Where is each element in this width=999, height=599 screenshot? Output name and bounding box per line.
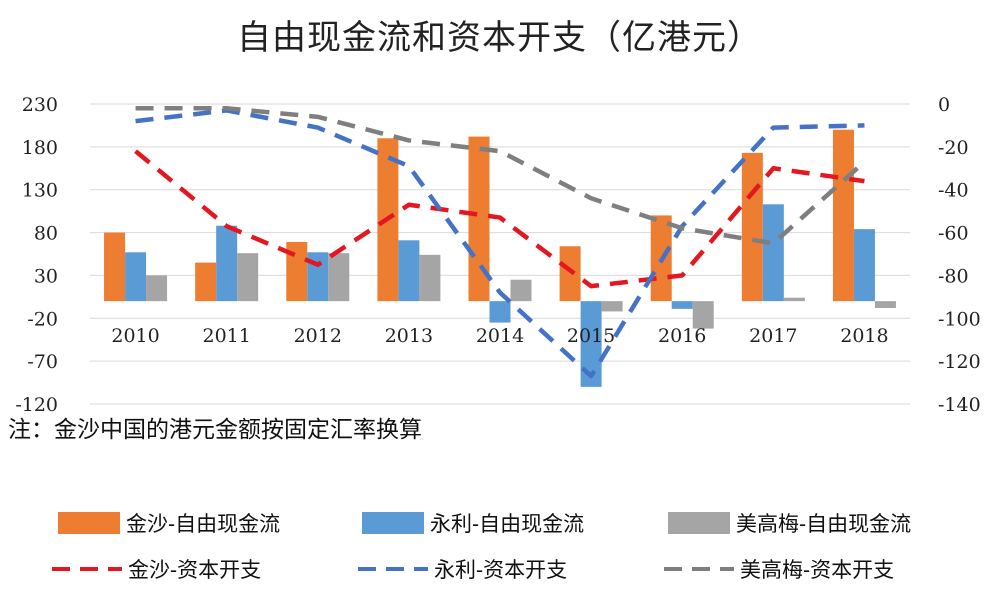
legend-dash [52,567,122,571]
bar [741,152,763,302]
category-labels: 2010 2011 2012 2013 2014 2015 2016 2017 2018 [111,325,888,347]
category-label: 2013 [385,325,433,347]
right-tick-label: -100 [938,308,981,330]
chart-title: 自由现金流和资本开支（亿港元） [237,18,762,58]
left-tick-label: 130 [22,180,58,202]
bar [237,253,259,302]
bar [783,297,805,302]
left-tick-label: 230 [22,94,58,116]
legend-label: 美高梅-自由现金流 [736,512,912,536]
legend-dash [358,567,428,571]
gridlines [90,103,910,405]
bar [762,204,784,302]
right-tick-label: -60 [938,223,969,245]
category-label: 2010 [111,325,159,347]
bar [580,301,602,387]
legend-label: 永利-自由现金流 [430,512,585,536]
bar [601,301,623,312]
right-tick-label: -140 [938,394,981,416]
category-label: 2014 [476,325,524,347]
bar [510,279,532,302]
capex-line [135,106,866,246]
legend-swatch [362,512,424,534]
capex-line [134,149,865,289]
bar [874,301,896,308]
bar [559,246,581,302]
capex-line [135,108,865,379]
left-tick-label: 180 [22,137,58,159]
right-tick-label: -80 [938,265,969,287]
bar [398,240,420,302]
footnote: 注：金沙中国的港元金额按固定汇率换算 [8,417,422,443]
bar [195,262,217,302]
legend-item-wynn-capex: 永利-资本开支 [358,554,567,584]
legend-label: 永利-资本开支 [434,558,568,582]
legend-dash [664,567,734,571]
category-label: 2015 [567,325,615,347]
bar [832,129,854,302]
left-axis-ticks: 230 180 130 80 30 -20 -70 -120 [15,94,58,416]
category-label: 2016 [658,325,706,347]
bar [104,232,126,302]
bar [468,136,490,302]
bar [671,301,693,309]
left-tick-label: 80 [34,223,58,245]
capex-lines [134,106,866,379]
right-tick-label: -120 [938,351,981,373]
bar [125,252,147,302]
legend-swatch [58,512,120,534]
right-tick-label: -40 [938,180,969,202]
legend-item-sands-capex: 金沙-资本开支 [52,554,261,584]
legend-item-mgm-capex: 美高梅-资本开支 [664,554,894,584]
right-tick-label: -20 [938,137,969,159]
bar [146,275,168,302]
bar [853,229,875,302]
bar [489,301,511,323]
legend-label: 金沙-自由现金流 [126,512,281,536]
category-label: 2011 [202,325,250,347]
category-label: 2017 [749,325,797,347]
bar [216,225,238,302]
legend-swatch [668,512,730,534]
bar [692,301,714,329]
legend-label: 金沙-资本开支 [128,558,262,582]
left-tick-label: -20 [27,308,58,330]
legend-label: 美高梅-资本开支 [740,558,895,582]
bars [104,129,896,387]
category-label: 2012 [294,325,342,347]
left-tick-label: 30 [34,265,58,287]
bar [286,242,308,302]
right-axis-ticks: 0 -20 -40 -60 -80 -100 -120 -140 [938,94,981,416]
legend-item-mgm-fcf: 美高梅-自由现金流 [668,508,911,538]
bar [328,253,350,302]
legend-item-sands-fcf: 金沙-自由现金流 [58,508,280,538]
left-tick-label: -70 [27,351,58,373]
left-tick-label: -120 [15,394,58,416]
bar [419,254,441,302]
legend-item-wynn-fcf: 永利-自由现金流 [362,508,584,538]
right-tick-label: 0 [938,94,950,116]
category-label: 2018 [840,325,888,347]
